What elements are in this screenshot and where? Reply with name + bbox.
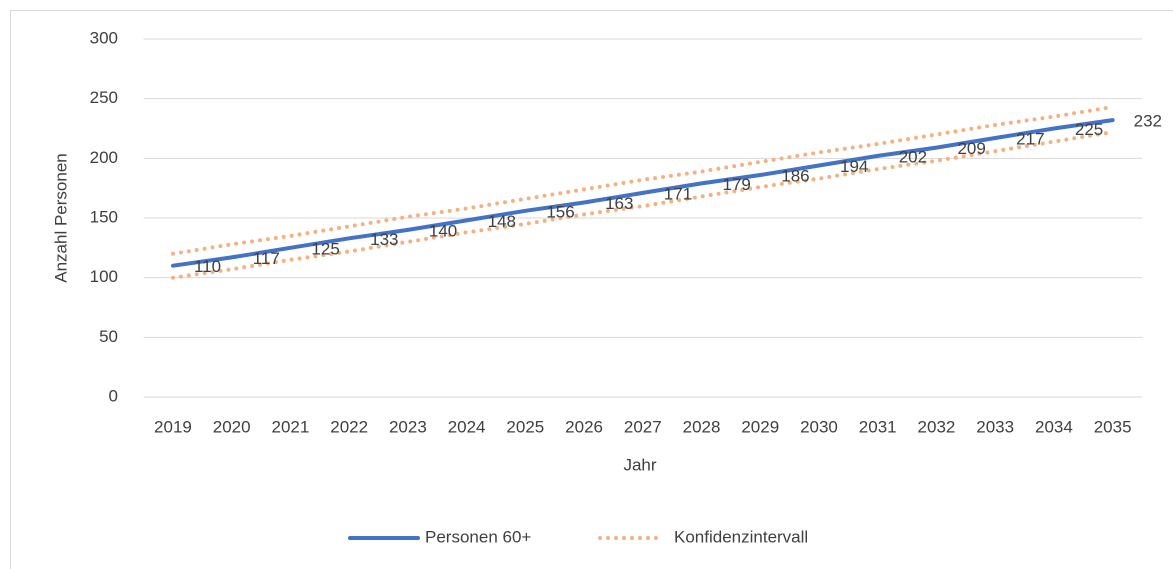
x-tick-label: 2034: [1035, 417, 1073, 436]
series-line: [171, 118, 1115, 268]
y-tick-label: 300: [90, 28, 118, 47]
y-tick-label: 50: [99, 327, 118, 346]
x-tick-label: 2032: [918, 417, 956, 436]
y-tick-label: 100: [90, 267, 118, 286]
x-tick-label: 2030: [800, 417, 838, 436]
data-label: 156: [546, 202, 574, 221]
x-tick-label: 2028: [683, 417, 721, 436]
data-label: 133: [370, 230, 398, 249]
ci-lower-line: [171, 130, 1115, 280]
data-label: 202: [899, 147, 927, 166]
data-label: 209: [957, 139, 985, 158]
x-tick-label: 2031: [859, 417, 897, 436]
x-tick-label: 2029: [741, 417, 779, 436]
y-tick-label: 250: [90, 88, 118, 107]
y-tick-label: 200: [90, 148, 118, 167]
x-tick-label: 2023: [389, 417, 427, 436]
data-label: 225: [1075, 120, 1103, 139]
data-label: 117: [253, 249, 280, 268]
x-tick-label: 2024: [448, 417, 486, 436]
data-label: 163: [605, 194, 633, 213]
y-axis-title: Anzahl Personen: [51, 153, 70, 282]
x-tick-label: 2033: [976, 417, 1014, 436]
ci-upper-line: [171, 105, 1115, 256]
data-label: 140: [429, 221, 457, 240]
data-label: 171: [664, 184, 692, 203]
data-label: 125: [311, 239, 339, 258]
x-tick-label: 2020: [213, 417, 251, 436]
x-tick-label: 2019: [154, 417, 192, 436]
x-tick-label: 2027: [624, 417, 662, 436]
x-tick-label: 2025: [506, 417, 544, 436]
x-tick-label: 2026: [565, 417, 603, 436]
x-tick-label: 2022: [330, 417, 368, 436]
y-tick-label: 0: [109, 386, 118, 405]
x-axis-title: Jahr: [623, 455, 656, 474]
legend-label: Personen 60+: [425, 527, 531, 546]
data-label: 179: [723, 175, 751, 194]
data-label: 148: [488, 212, 516, 231]
data-label: 232: [1134, 112, 1162, 131]
data-label: 110: [194, 257, 221, 276]
data-label: 217: [1016, 130, 1044, 149]
data-label: 194: [840, 157, 868, 176]
data-label: 186: [781, 167, 809, 186]
legend-label: Konfidenzintervall: [674, 527, 808, 546]
x-tick-label: 2021: [272, 417, 310, 436]
y-tick-label: 150: [90, 207, 118, 226]
x-tick-label: 2035: [1094, 417, 1132, 436]
chart-border: [10, 10, 1173, 569]
